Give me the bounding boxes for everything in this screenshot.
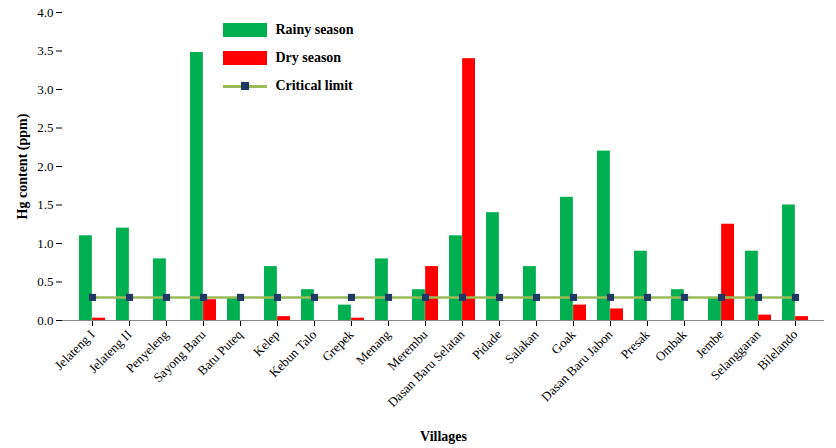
svg-text:0.0: 0.0 bbox=[37, 313, 53, 328]
svg-text:Sayong Baru: Sayong Baru bbox=[150, 326, 209, 385]
svg-text:3.0: 3.0 bbox=[37, 82, 53, 97]
svg-text:Dasan Baru Jabon: Dasan Baru Jabon bbox=[538, 326, 616, 404]
svg-text:4.0: 4.0 bbox=[37, 5, 53, 20]
svg-text:Jembe: Jembe bbox=[692, 327, 726, 361]
svg-text:Jelateng II: Jelateng II bbox=[85, 326, 135, 376]
svg-text:Dasan Baru Selatan: Dasan Baru Selatan bbox=[384, 326, 467, 409]
svg-text:Kebun Talo: Kebun Talo bbox=[266, 327, 319, 380]
svg-text:Ombak: Ombak bbox=[652, 326, 690, 364]
html-text:Dry season: Dry season bbox=[275, 50, 342, 65]
svg-text:Goak: Goak bbox=[548, 326, 579, 357]
svg-text:3.5: 3.5 bbox=[37, 43, 53, 58]
svg-text:Grepek: Grepek bbox=[319, 326, 357, 364]
svg-text:Merembu: Merembu bbox=[384, 326, 431, 374]
html-text:Critical limit: Critical limit bbox=[275, 78, 353, 93]
svg-text:Bilelando: Bilelando bbox=[754, 327, 800, 373]
svg-text:Kelep: Kelep bbox=[250, 327, 283, 360]
svg-text:Jelateng I: Jelateng I bbox=[51, 326, 98, 373]
svg-text:1.5: 1.5 bbox=[37, 197, 53, 212]
svg-text:Penyeleng: Penyeleng bbox=[122, 326, 172, 376]
svg-text:Presak: Presak bbox=[617, 326, 652, 361]
svg-text:Selanggaran: Selanggaran bbox=[708, 326, 764, 382]
svg-text:Menang: Menang bbox=[352, 326, 394, 368]
svg-text:1.0: 1.0 bbox=[37, 236, 53, 251]
svg-text:Villages: Villages bbox=[420, 429, 467, 444]
svg-text:2.0: 2.0 bbox=[37, 159, 53, 174]
svg-text:Batu Puteq: Batu Puteq bbox=[194, 326, 246, 378]
svg-text:Salakan: Salakan bbox=[502, 326, 542, 366]
svg-text:2.5: 2.5 bbox=[37, 120, 53, 135]
svg-text:0.5: 0.5 bbox=[37, 274, 53, 289]
svg-text:Hg content (ppm): Hg content (ppm) bbox=[15, 113, 31, 219]
html-text:Rainy season: Rainy season bbox=[275, 22, 354, 37]
svg-text:Pidade: Pidade bbox=[469, 327, 505, 363]
